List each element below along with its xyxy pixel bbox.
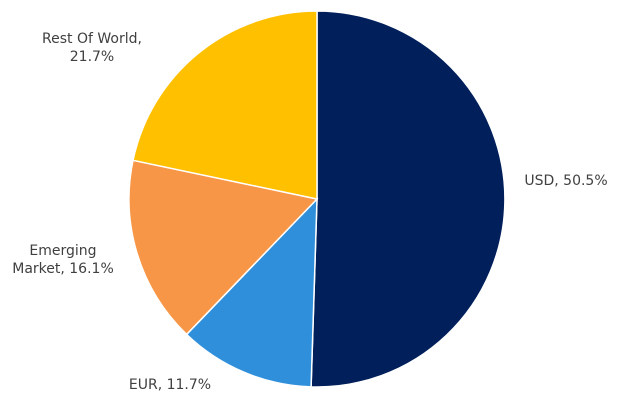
data-label-usd: USD, 50.5% xyxy=(524,173,607,189)
data-label-rest-of-world: Rest Of World, 21.7% xyxy=(42,31,142,65)
pie-slice-emerging-market xyxy=(128,159,319,336)
data-label-emerging-market: Emerging Market, 16.1% xyxy=(12,243,114,277)
data-label-eur: EUR, 11.7% xyxy=(129,377,211,393)
pie-slice-rest-of-world xyxy=(132,10,318,200)
pie-slices xyxy=(128,10,506,388)
pie-slice-eur xyxy=(185,197,318,388)
pie-labels: USD, 50.5% EUR, 11.7% Emerging Market, 16.1… xyxy=(12,31,607,393)
pie-slice-usd xyxy=(310,10,506,388)
